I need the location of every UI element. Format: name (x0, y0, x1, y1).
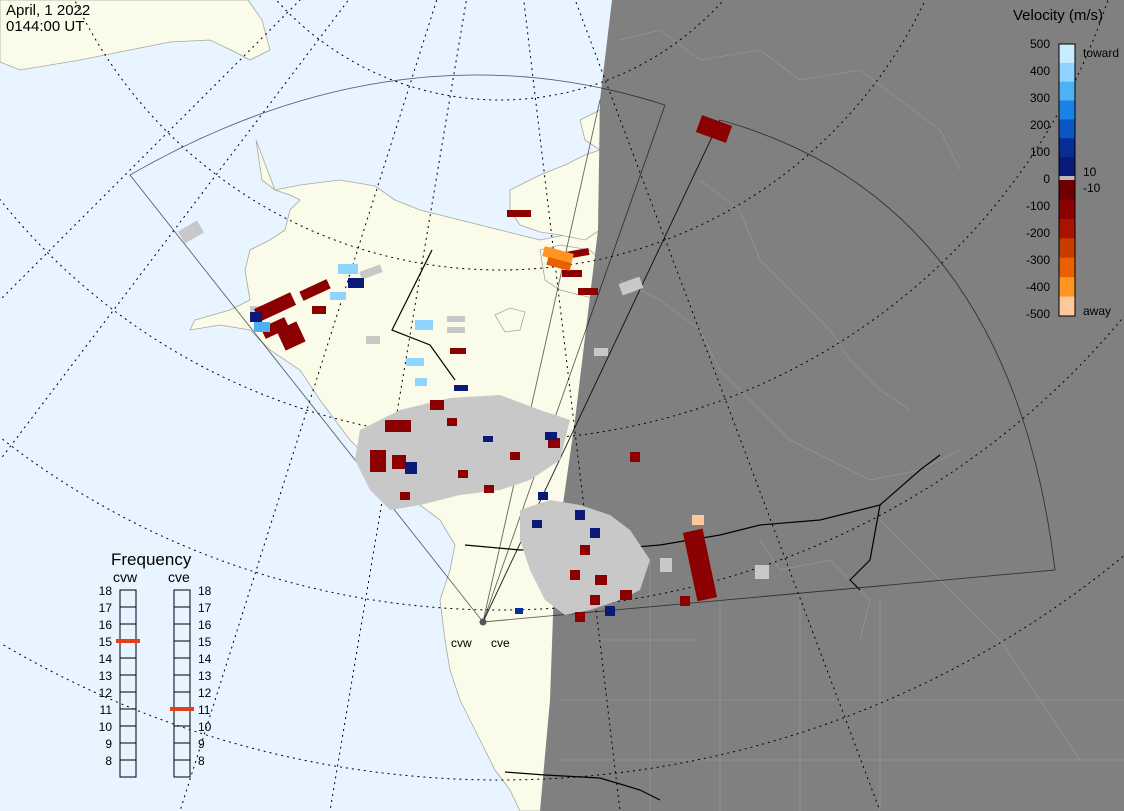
frequency-tick-label: 11 (100, 703, 113, 717)
frequency-tick-label: 12 (99, 686, 113, 700)
velocity-tick-label: -300 (1026, 253, 1050, 267)
velocity-swatch-toward (1059, 62, 1075, 83)
velocity-swatch-toward (1059, 100, 1075, 120)
velocity-swatch-away (1059, 218, 1075, 239)
frequency-radar-label-cvw: cvw (113, 569, 138, 585)
velocity-swatch-away (1059, 296, 1075, 317)
velocity-swatch-away (1059, 180, 1075, 200)
velocity-tick-label: -500 (1026, 307, 1050, 321)
frequency-title: Frequency (111, 550, 192, 569)
frequency-tick-label: 14 (198, 652, 212, 666)
velocity-tick-label: 10 (1083, 165, 1097, 179)
velocity-tick-label: 400 (1030, 64, 1050, 78)
frequency-cell (173, 759, 191, 778)
radar-site-marker (479, 618, 487, 626)
velocity-colorbar: Velocity (m/s) 500400300200100100-10-100… (1013, 7, 1119, 321)
velocity-swatch-toward (1059, 157, 1075, 177)
velocity-scale-title: Velocity (m/s) (1013, 7, 1103, 24)
frequency-tick-label: 10 (198, 720, 212, 734)
velocity-tick-label: 200 (1030, 118, 1050, 132)
frequency-tick-label: 17 (99, 601, 113, 615)
frequency-cell (119, 759, 137, 778)
frequency-tick-label: 10 (99, 720, 113, 734)
frequency-marker-cvw (116, 639, 140, 643)
velocity-swatch-away (1059, 257, 1075, 278)
frequency-tick-label: 13 (99, 669, 113, 683)
frequency-tick-label: 17 (198, 601, 212, 615)
frequency-tick-label: 16 (198, 618, 212, 632)
frequency-tick-label: 8 (198, 754, 205, 768)
velocity-tick-label: 0 (1043, 172, 1050, 186)
velocity-swatch-away (1059, 199, 1075, 220)
radar-site-label-cve: cve (491, 636, 510, 650)
velocity-colorbar-ticks: 500400300200100100-10-100-200-300-400-50… (1026, 37, 1101, 321)
frequency-columns: 18 17 16 15 14 13 12 11 10 9 8 18 17 16 15 14 13 12 11 10 9 8 (99, 584, 212, 778)
title-block: April, 1 2022 0144:00 UT (6, 2, 90, 35)
velocity-swatch-zero (1059, 176, 1075, 180)
velocity-away-label: away (1083, 304, 1111, 318)
frequency-tick-label: 18 (198, 584, 212, 598)
velocity-tick-label: 100 (1030, 145, 1050, 159)
frequency-tick-label: 9 (105, 737, 112, 751)
velocity-tick-label: -200 (1026, 226, 1050, 240)
velocity-colorbar-outline (1058, 43, 1076, 317)
velocity-swatch-toward (1059, 44, 1075, 64)
velocity-swatch-away (1059, 277, 1075, 298)
title-time: 0144:00 UT (6, 18, 84, 35)
night-land-outlines (560, 29, 1124, 811)
radar-sites: cvw cve (451, 618, 510, 650)
radar-site-label-cvw: cvw (451, 636, 472, 650)
velocity-tick-label: -10 (1083, 181, 1101, 195)
frequency-tick-label: 13 (198, 669, 212, 683)
velocity-tick-label: -100 (1026, 199, 1050, 213)
velocity-swatch-toward (1059, 119, 1075, 139)
title-date: April, 1 2022 (6, 2, 90, 19)
velocity-away-cells (253, 115, 733, 622)
velocity-tick-label: -400 (1026, 280, 1050, 294)
velocity-toward-label: toward (1083, 46, 1119, 60)
frequency-tick-label: 8 (105, 754, 112, 768)
frequency-tick-label: 11 (198, 703, 211, 717)
velocity-tick-label: 500 (1030, 37, 1050, 51)
frequency-tick-label: 18 (99, 584, 113, 598)
frequency-tick-label: 12 (198, 686, 212, 700)
frequency-radar-label-cve: cve (168, 569, 190, 585)
frequency-marker-cve (170, 707, 194, 711)
frequency-tick-label: 14 (99, 652, 113, 666)
velocity-swatch-away (1059, 238, 1075, 259)
night-terminator-shade (540, 0, 1124, 811)
velocity-swatch-toward (1059, 138, 1075, 158)
velocity-colorbar-swatches (1058, 43, 1076, 317)
frequency-panel: Frequency cvw cve 1817161514131211109818… (99, 550, 212, 778)
velocity-orange-cells (542, 246, 704, 525)
velocity-tick-label: 300 (1030, 91, 1050, 105)
frequency-tick-label: 15 (198, 635, 212, 649)
frequency-tick-label: 16 (99, 618, 113, 632)
frequency-tick-label: 9 (198, 737, 205, 751)
velocity-swatch-toward (1059, 81, 1075, 102)
velocity-toward-cells (250, 264, 615, 616)
frequency-tick-label: 15 (99, 635, 113, 649)
